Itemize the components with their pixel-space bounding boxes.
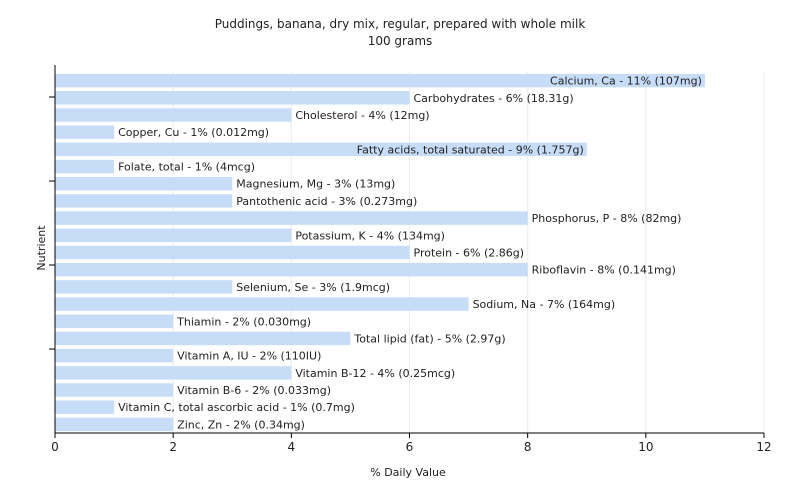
bar-label: Riboflavin - 8% (0.141mg) [532,264,676,277]
bar [55,348,174,363]
bar [55,297,469,311]
bar [55,280,233,294]
bar-label: Folate, total - 1% (4mcg) [118,161,255,174]
bar [55,314,174,328]
bar [55,142,587,157]
chart-title: Puddings, banana, dry mix, regular, prep… [215,17,586,31]
bar [55,108,292,122]
bar-label: Selenium, Se - 3% (1.9mcg) [236,281,390,294]
bar-label: Fatty acids, total saturated - 9% (1.757… [357,143,584,156]
x-tick-label: 10 [638,440,653,454]
bar [55,91,410,105]
bar [55,177,233,191]
bar [55,245,410,260]
x-tick-label: 0 [51,440,59,454]
bar [55,400,115,414]
bar-label: Vitamin B-12 - 4% (0.25mcg) [295,367,455,380]
bar [55,417,174,432]
axes-group: 0 2 4 6 8 10 12 [49,65,772,454]
bar [55,125,115,139]
bar [55,194,233,208]
bar-label: Thiamin - 2% (0.030mg) [176,315,311,328]
bar [55,331,351,346]
bars-group: Calcium, Ca - 11% (107mg) Carbohydrates -… [55,73,705,432]
bar-label: Calcium, Ca - 11% (107mg) [550,75,702,88]
x-axis-title: % Daily Value [370,466,446,479]
bar [55,159,115,174]
bar-label: Magnesium, Mg - 3% (13mg) [236,178,395,191]
bar [55,211,528,225]
y-axis-title: Nutrient [35,225,48,271]
bar-label: Pantothenic acid - 3% (0.273mg) [236,195,417,208]
bar-label: Carbohydrates - 6% (18.31g) [414,92,574,105]
x-tick-label: 6 [406,440,414,454]
bar-label: Cholesterol - 4% (12mg) [295,109,429,122]
bar-label: Vitamin A, IU - 2% (110IU) [177,350,321,363]
bar [55,73,705,88]
bar-label: Protein - 6% (2.86g) [414,247,525,260]
x-tick-label: 2 [169,440,177,454]
bar-label: Phosphorus, P - 8% (82mg) [532,212,682,225]
bar [55,262,528,277]
bar-label: Total lipid (fat) - 5% (2.97g) [353,332,505,345]
bar [55,228,292,243]
chart-subtitle: 100 grams [368,34,433,48]
bar-label: Potassium, K - 4% (134mg) [295,229,445,242]
bar [55,383,174,397]
bar-label: Sodium, Na - 7% (164mg) [473,298,616,311]
bar-label: Copper, Cu - 1% (0.012mg) [118,126,269,139]
bar-label: Zinc, Zn - 2% (0.34mg) [177,418,305,431]
x-tick-label: 4 [288,440,296,454]
x-tick-label: 8 [524,440,532,454]
x-tick-label: 12 [756,440,771,454]
bar-label: Vitamin C, total ascorbic acid - 1% (0.7… [118,401,355,414]
bar-label: Vitamin B-6 - 2% (0.033mg) [177,384,331,397]
bar [55,366,292,380]
